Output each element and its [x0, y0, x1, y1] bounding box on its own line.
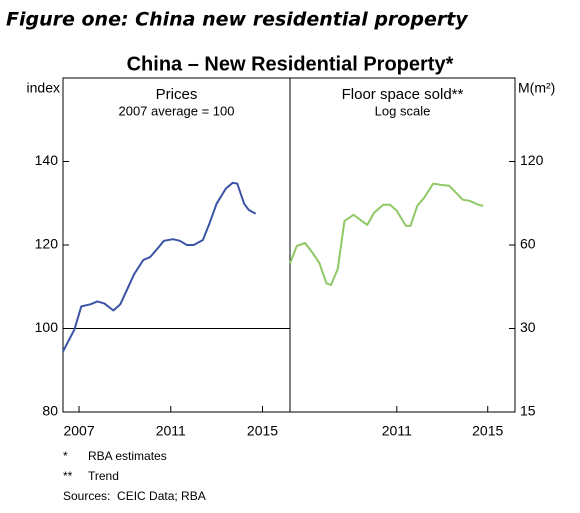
y-tick-label: 15 [520, 403, 536, 419]
y-tick-label: 120 [520, 152, 544, 168]
x-tick-label: 2015 [472, 423, 503, 439]
y-tick-label: 140 [35, 152, 59, 168]
data-line [62, 181, 257, 352]
panel-subtitle: 2007 average = 100 [118, 103, 234, 118]
footnote-text: RBA estimates [88, 449, 167, 463]
y-tick-label: 100 [35, 319, 59, 335]
chart-title: China – New Residential Property* [127, 53, 454, 75]
data-line [289, 182, 484, 287]
y-tick-label: 60 [520, 236, 536, 252]
y-tick-label: 30 [520, 319, 536, 335]
panel-title: Floor space sold** [342, 86, 464, 103]
y-axis-label: index [27, 80, 60, 96]
panel-title: Prices [156, 86, 198, 103]
x-tick-label: 2007 [63, 423, 94, 439]
y-tick-label: 80 [42, 403, 58, 419]
x-tick-label: 2011 [156, 423, 186, 439]
sources: Sources: CEIC Data; RBA [63, 489, 206, 503]
footnote-text: Trend [88, 469, 119, 483]
x-tick-label: 2015 [247, 423, 278, 439]
y-axis-label: M(m²) [518, 80, 555, 96]
plot-frame [62, 77, 516, 413]
figure-heading: Figure one: China new residential proper… [6, 9, 469, 31]
panel-subtitle: Log scale [375, 103, 431, 118]
x-tick-label: 2011 [382, 423, 412, 439]
footnote-marker: ** [63, 469, 73, 483]
y-tick-label: 120 [35, 236, 59, 252]
footnote-marker: * [63, 449, 68, 463]
